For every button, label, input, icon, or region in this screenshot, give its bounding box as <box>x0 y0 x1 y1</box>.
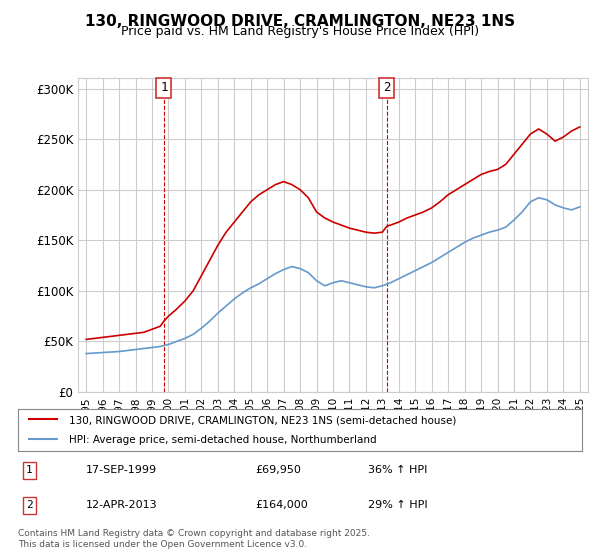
Text: 29% ↑ HPI: 29% ↑ HPI <box>368 501 427 510</box>
Text: 1: 1 <box>26 465 32 475</box>
Text: Price paid vs. HM Land Registry's House Price Index (HPI): Price paid vs. HM Land Registry's House … <box>121 25 479 38</box>
Text: 36% ↑ HPI: 36% ↑ HPI <box>368 465 427 475</box>
Text: 130, RINGWOOD DRIVE, CRAMLINGTON, NE23 1NS (semi-detached house): 130, RINGWOOD DRIVE, CRAMLINGTON, NE23 1… <box>69 416 456 426</box>
Text: £69,950: £69,950 <box>255 465 301 475</box>
Text: 1: 1 <box>160 81 167 94</box>
Text: Contains HM Land Registry data © Crown copyright and database right 2025.
This d: Contains HM Land Registry data © Crown c… <box>18 529 370 549</box>
Text: 12-APR-2013: 12-APR-2013 <box>86 501 157 510</box>
Text: 2: 2 <box>383 81 391 94</box>
Text: £164,000: £164,000 <box>255 501 308 510</box>
Text: HPI: Average price, semi-detached house, Northumberland: HPI: Average price, semi-detached house,… <box>69 435 376 445</box>
Text: 2: 2 <box>26 501 32 510</box>
Text: 130, RINGWOOD DRIVE, CRAMLINGTON, NE23 1NS: 130, RINGWOOD DRIVE, CRAMLINGTON, NE23 1… <box>85 14 515 29</box>
Text: 17-SEP-1999: 17-SEP-1999 <box>86 465 157 475</box>
